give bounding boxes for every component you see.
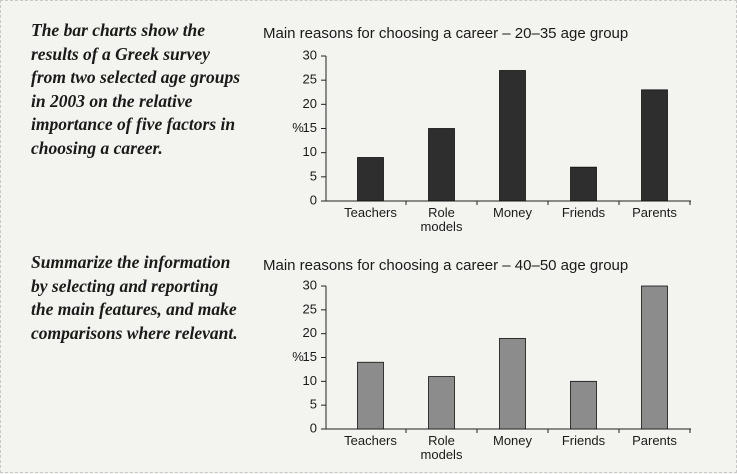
chart-title: Main reasons for choosing a career – 20–… [263, 25, 628, 42]
y-tick-label: 0 [310, 420, 317, 435]
bar [499, 338, 526, 430]
x-tick-label: Role models [421, 205, 463, 234]
y-tick-label: 30 [303, 277, 317, 292]
y-tick-label: 10 [303, 373, 317, 388]
bar [428, 128, 455, 202]
x-tick-label: Money [493, 205, 533, 220]
bar [570, 380, 597, 430]
x-tick-label: Money [493, 433, 533, 448]
y-tick-label: 25 [303, 72, 317, 87]
y-tick-label: 20 [303, 325, 317, 340]
x-tick-label: Teachers [344, 433, 397, 448]
x-tick-label: Parents [632, 433, 677, 448]
bar [570, 166, 597, 202]
y-axis-label: % [292, 120, 304, 135]
y-tick-label: 30 [303, 47, 317, 62]
y-tick-label: 0 [310, 192, 317, 207]
bar [641, 89, 668, 202]
instruction-text: Summarize the information by selecting a… [31, 252, 238, 343]
y-tick-label: 25 [303, 301, 317, 316]
x-tick-label: Friends [562, 433, 606, 448]
y-tick-label: 15 [303, 120, 317, 135]
x-tick-label: Teachers [344, 205, 397, 220]
y-tick-label: 20 [303, 96, 317, 111]
x-tick-label: Friends [562, 205, 606, 220]
chart-title: Main reasons for choosing a career – 40–… [263, 257, 628, 274]
bar [357, 157, 384, 202]
x-tick-label: Parents [632, 205, 677, 220]
bar [499, 70, 526, 202]
y-tick-label: 5 [310, 397, 317, 412]
y-tick-label: 5 [310, 168, 317, 183]
y-tick-label: 10 [303, 144, 317, 159]
instruction-text: The bar charts show the results of a Gre… [31, 20, 241, 158]
bar [641, 285, 668, 430]
bar [357, 361, 384, 430]
y-tick-label: 15 [303, 349, 317, 364]
bar [428, 376, 455, 430]
y-axis-label: % [292, 349, 304, 364]
x-tick-label: Role models [421, 433, 463, 462]
